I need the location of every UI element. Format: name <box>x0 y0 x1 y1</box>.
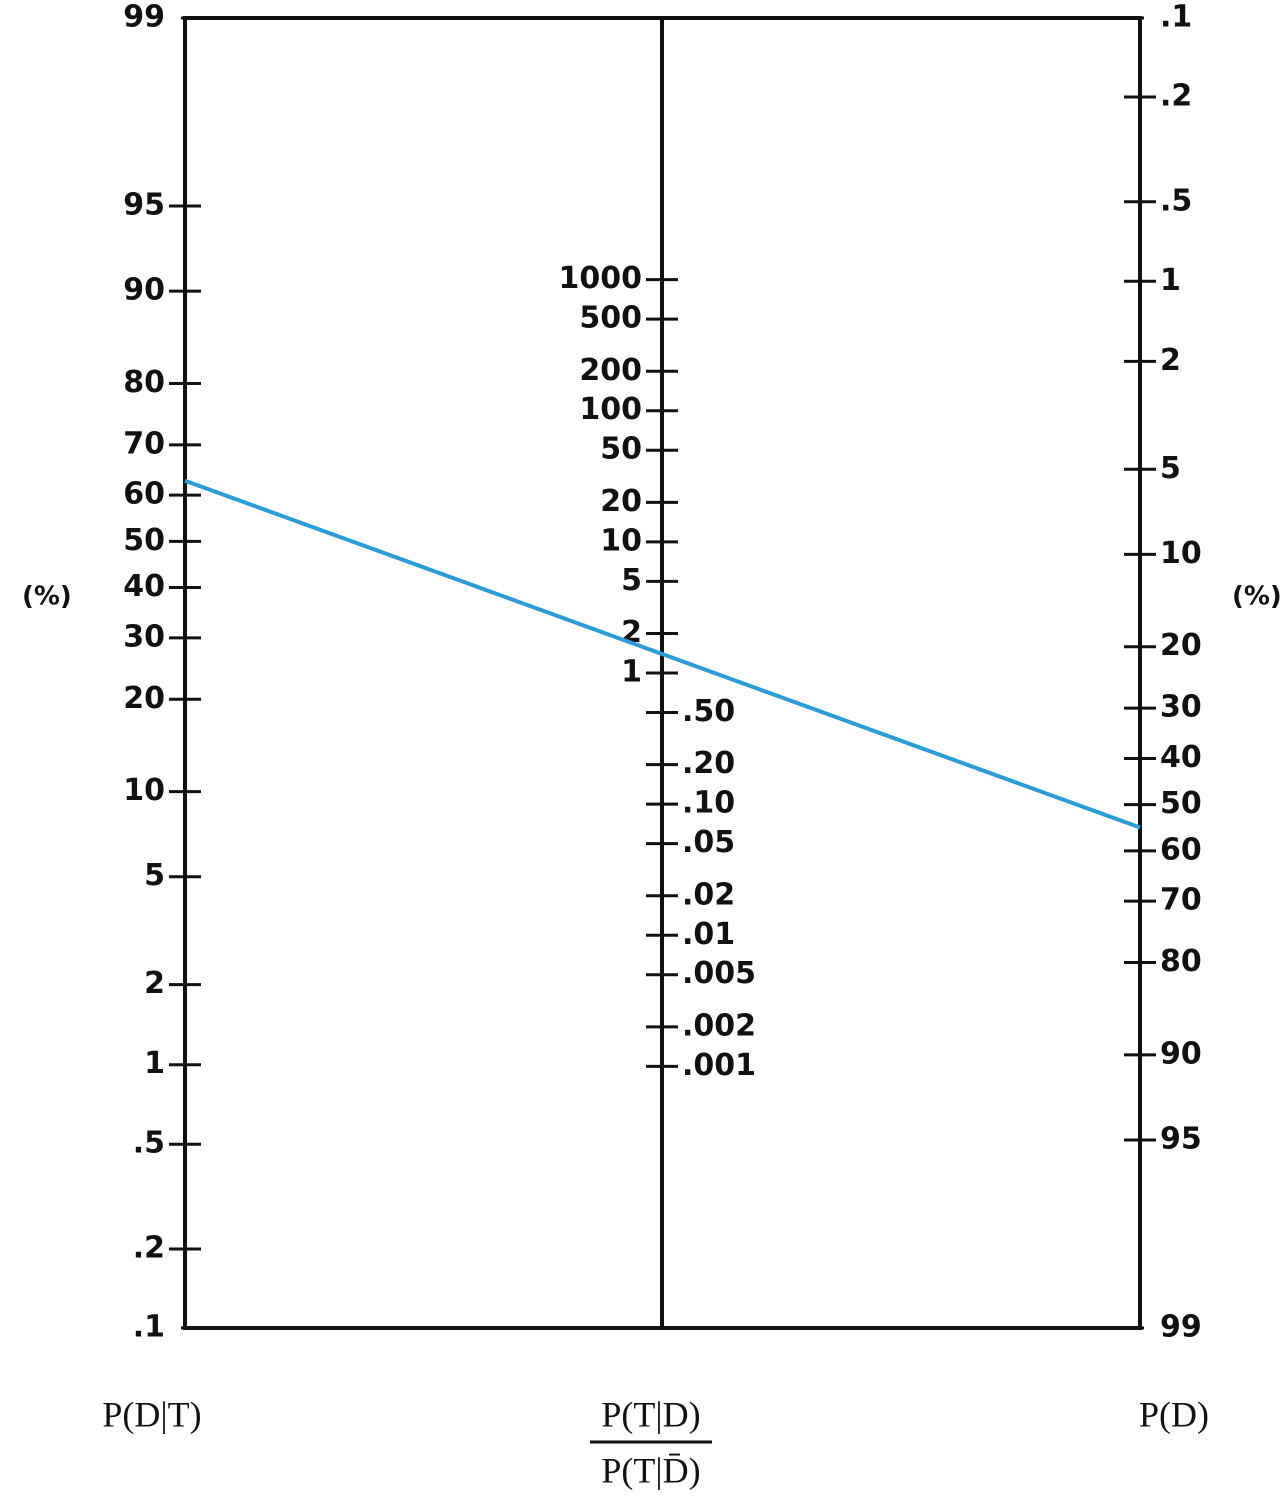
tick-label: .2 <box>133 1230 165 1265</box>
tick-label: .20 <box>682 746 735 781</box>
tick-label: 40 <box>123 569 165 604</box>
unit-right: (%) <box>1232 582 1282 612</box>
reference-line <box>184 478 1141 830</box>
tick-label: .02 <box>682 877 735 912</box>
axis-name-middle: P(T|D) <box>601 1394 700 1434</box>
tick-label: 99 <box>123 0 165 35</box>
tick-label: 40 <box>1160 740 1202 775</box>
tick-label: 80 <box>123 365 165 400</box>
tick-label: 5 <box>144 858 165 893</box>
tick-label: 10 <box>123 773 165 808</box>
tick-label: 95 <box>123 188 165 223</box>
tick-label: 50 <box>123 523 165 558</box>
tick-label: 1000 <box>559 261 643 296</box>
tick-label: 50 <box>600 432 642 467</box>
tick-label: .05 <box>682 825 735 860</box>
tick-label: 90 <box>1160 1036 1202 1071</box>
tick-label: 100 <box>579 392 642 427</box>
tick-label: 2 <box>1160 343 1181 378</box>
tick-label: 20 <box>1160 628 1202 663</box>
tick-label: .5 <box>133 1126 165 1161</box>
tick-label: 1 <box>1160 263 1181 298</box>
tick-label: 500 <box>579 301 642 336</box>
tick-label: 1 <box>621 655 642 690</box>
tick-label: .1 <box>133 1310 165 1345</box>
tick-label: 50 <box>1160 786 1202 821</box>
tick-label: .2 <box>1160 79 1192 114</box>
tick-label: .005 <box>682 956 756 991</box>
tick-label: 80 <box>1160 944 1202 979</box>
tick-label: 95 <box>1160 1121 1202 1156</box>
tick-label: .002 <box>682 1008 756 1043</box>
tick-label: 60 <box>123 477 165 512</box>
tick-label: 30 <box>123 619 165 654</box>
tick-label: 70 <box>1160 883 1202 918</box>
tick-label: 90 <box>123 273 165 308</box>
tick-label: 60 <box>1160 832 1202 867</box>
tick-label: 10 <box>1160 536 1202 571</box>
tick-label: .001 <box>682 1048 756 1083</box>
tick-label: .1 <box>1160 0 1192 35</box>
axis-name-right: P(D) <box>1139 1394 1209 1434</box>
axis-name-left: P(D|T) <box>102 1394 201 1434</box>
tick-label: .10 <box>682 786 735 821</box>
tick-label: 20 <box>600 484 642 519</box>
tick-label: 10 <box>600 523 642 558</box>
tick-label: .5 <box>1160 183 1192 218</box>
tick-label: 99 <box>1160 1310 1202 1345</box>
tick-label: 5 <box>1160 451 1181 486</box>
tick-label: 200 <box>579 353 642 388</box>
unit-left: (%) <box>22 582 72 612</box>
tick-label: 1 <box>144 1046 165 1081</box>
tick-label: .50 <box>682 694 735 729</box>
tick-label: 70 <box>123 426 165 461</box>
tick-label: .01 <box>682 917 735 952</box>
tick-label: 30 <box>1160 690 1202 725</box>
tick-label: 5 <box>621 563 642 598</box>
tick-label: 2 <box>144 966 165 1001</box>
axis-name-middle-denominator: P(T|D̄) <box>601 1450 700 1490</box>
tick-label: 20 <box>123 681 165 716</box>
